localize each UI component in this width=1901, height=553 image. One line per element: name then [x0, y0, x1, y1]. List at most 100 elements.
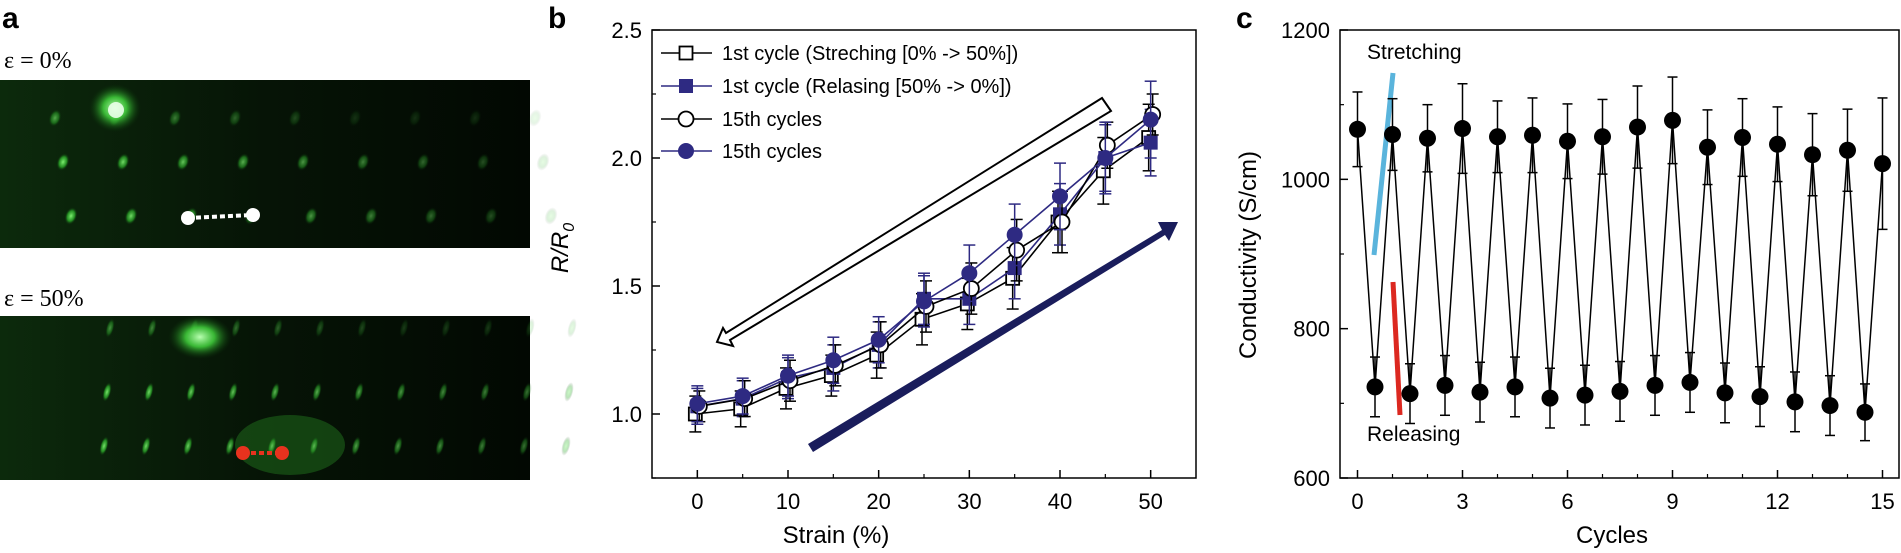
fluorescent-spot [364, 207, 378, 225]
fluorescent-spot [435, 436, 445, 456]
data-point [1454, 120, 1471, 138]
chart-c-series-0 [1349, 76, 1891, 442]
distance-marker-line [187, 213, 254, 220]
fluorescent-spot [519, 436, 529, 456]
releasing-indicator [1390, 281, 1403, 416]
arrow-stretching [808, 222, 1178, 452]
y-tick-label: 1000 [1281, 167, 1330, 192]
fluorescent-spot [231, 318, 241, 338]
data-point [780, 367, 796, 384]
data-point [1681, 373, 1699, 391]
data-point [870, 331, 887, 348]
y-tick-label: 600 [1293, 466, 1330, 491]
data-point [1008, 241, 1026, 259]
y-tick-label: 1.5 [611, 274, 642, 299]
data-point [1541, 389, 1559, 407]
data-point [1629, 118, 1646, 136]
legend-label: 15th cycles [722, 141, 822, 163]
fluorescent-spot [483, 318, 493, 338]
fluorescent-spot [296, 153, 310, 171]
micrograph-label-0: ε = 0% [4, 48, 72, 74]
distance-marker-end [246, 208, 260, 222]
micrograph-label-1: ε = 50% [4, 286, 84, 312]
x-tick-label: 10 [776, 489, 800, 514]
data-point [1716, 384, 1734, 402]
fluorescent-spot [168, 109, 182, 127]
fluorescent-spot [144, 382, 154, 402]
fluorescent-spot [356, 153, 370, 171]
fluorescent-spot [480, 382, 490, 402]
fluorescent-spot [228, 109, 242, 127]
fluorescent-spot [477, 436, 487, 456]
fluorescent-spot [424, 207, 438, 225]
distance-marker-end [275, 446, 289, 460]
legend-marker [678, 45, 694, 61]
data-point [689, 395, 706, 412]
data-point [1821, 397, 1839, 415]
data-point [1052, 188, 1068, 205]
fluorescent-spot [236, 153, 250, 171]
x-tick-label: 0 [1351, 489, 1363, 514]
data-point [1053, 213, 1071, 231]
fluorescent-spot [476, 153, 490, 171]
chart-c-ylabel: Conductivity (S/cm) [1235, 151, 1262, 359]
data-point [1786, 393, 1804, 411]
fluorescent-spot [105, 318, 115, 338]
data-point [1594, 128, 1611, 146]
fluorescent-spot [544, 207, 558, 225]
fluorescent-spot [186, 382, 196, 402]
fluorescent-spot [561, 436, 571, 456]
y-tick-label: 800 [1293, 317, 1330, 342]
fluorescent-spot [564, 382, 574, 402]
fluorescent-spot [315, 318, 325, 338]
fluorescent-spot [176, 153, 190, 171]
legend-label: 15th cycles [722, 109, 822, 131]
data-point [825, 352, 842, 369]
chart-b-series-3 [689, 80, 1159, 423]
x-tick-label: 30 [957, 489, 981, 514]
legend-marker [677, 110, 695, 128]
fluorescent-spot [141, 436, 151, 456]
data-point [961, 265, 978, 282]
data-point [1734, 129, 1751, 147]
data-point [1699, 138, 1716, 156]
legend-label: 1st cycle (Streching [0% -> 50%]) [722, 43, 1018, 65]
fluorescent-spot [354, 382, 364, 402]
data-point [1419, 129, 1436, 147]
data-point [1751, 388, 1769, 406]
fluorescent-spot [273, 318, 283, 338]
fluorescent-spot [304, 207, 318, 225]
distance-marker-start [181, 211, 195, 225]
y-tick-label: 2.5 [611, 18, 642, 43]
fluorescent-spot [351, 436, 361, 456]
fluorescent-spot [348, 109, 362, 127]
fluorescent-spot [124, 207, 138, 225]
fluorescent-spot [270, 382, 280, 402]
x-tick-label: 50 [1138, 489, 1162, 514]
data-point [1524, 126, 1541, 144]
data-point [1471, 383, 1489, 401]
data-point [1856, 403, 1874, 421]
fluorescent-spot [441, 318, 451, 338]
data-point [1804, 146, 1821, 164]
fluorescent-spot [312, 382, 322, 402]
data-point [962, 280, 980, 297]
distance-marker-start [236, 446, 250, 460]
arrow-releasing [715, 96, 1113, 348]
fluorescent-spot [393, 436, 403, 456]
micrograph-0 [0, 80, 558, 248]
fluorescent-spot [48, 109, 62, 127]
fluorescent-spot [408, 109, 422, 127]
data-point [1874, 155, 1891, 173]
data-point [1006, 226, 1023, 243]
data-point [1769, 135, 1786, 153]
fluorescent-spot [528, 109, 542, 127]
panel-label-b: b [548, 2, 566, 35]
data-point [1436, 376, 1454, 394]
data-point [1489, 128, 1506, 146]
data-point [734, 388, 751, 405]
data-point [1401, 385, 1419, 403]
data-point [1384, 126, 1401, 144]
fluorescent-spot [567, 318, 577, 338]
